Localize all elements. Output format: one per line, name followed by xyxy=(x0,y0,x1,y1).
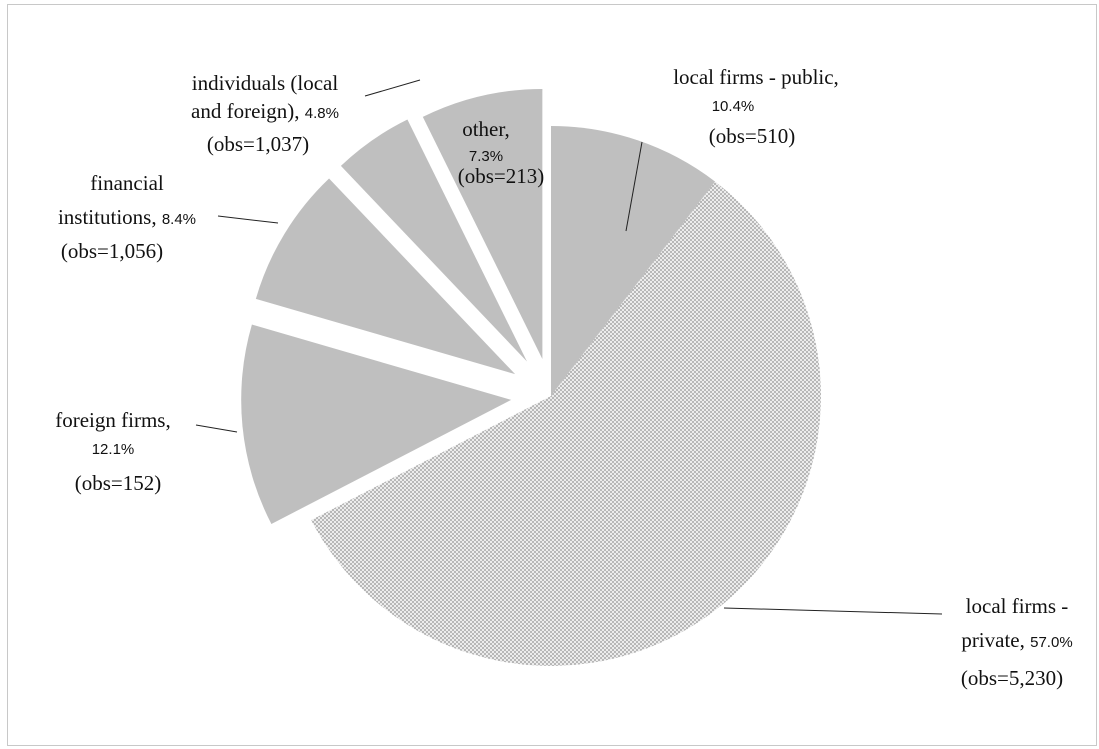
slice-label-line-4: local firms - xyxy=(966,594,1069,618)
slice-label-segment-16-1: other, xyxy=(462,117,510,141)
slice-label-line-12: (obs=1,056) xyxy=(61,239,163,263)
slice-label-line-17: 7.3% xyxy=(469,148,503,165)
slice-label-segment-7-1: foreign firms, xyxy=(55,408,170,432)
slice-label-segment-18-1: (obs=213) xyxy=(458,164,545,188)
pie-chart: local firms - public, 10.4% (obs=510) local… xyxy=(55,65,1072,690)
slice-label-line-14: and foreign), 4.8% xyxy=(191,99,339,123)
slice-label-segment-17-1: 7.3% xyxy=(469,148,503,165)
slice-label-segment-6-1: (obs=5,230) xyxy=(961,666,1063,690)
slice-label-segment-1-1: local firms - public, xyxy=(673,65,839,89)
slice-label-segment-5-2: 57.0% xyxy=(1030,634,1073,651)
slice-label-line-2: 10.4% xyxy=(712,98,755,115)
slice-label-line-3: (obs=510) xyxy=(709,124,796,148)
slice-label-segment-12-1: (obs=1,056) xyxy=(61,239,163,263)
slice-label-segment-15-1: (obs=1,037) xyxy=(207,132,309,156)
slice-label-line-7: foreign firms, xyxy=(55,408,170,432)
slice-label-segment-3-1: (obs=510) xyxy=(709,124,796,148)
chart-frame: local firms - public, 10.4% (obs=510) local… xyxy=(7,4,1097,746)
pie-slice-foreign-firms xyxy=(241,324,512,524)
slice-label-line-13: individuals (local xyxy=(192,71,339,95)
slice-label-line-5: private, 57.0% xyxy=(961,628,1072,652)
slice-label-segment-4-1: local firms - xyxy=(966,594,1069,618)
leader-line-2 xyxy=(723,607,943,615)
slice-label-segment-14-2: 4.8% xyxy=(305,105,339,122)
slice-label-line-15: (obs=1,037) xyxy=(207,132,309,156)
pie-slice-individuals-local-and-foreign xyxy=(340,119,527,362)
pie-slice-local-firms-private xyxy=(311,181,821,666)
slice-label-line-10: financial xyxy=(90,171,164,195)
pie-slice-other xyxy=(422,88,543,359)
pie-slice-financial-institutions xyxy=(255,178,516,375)
slice-label-line-1: local firms - public, xyxy=(673,65,839,89)
leader-line-1 xyxy=(625,141,643,232)
slice-label-segment-5-1: private, xyxy=(961,628,1030,652)
slice-label-segment-2-1: 10.4% xyxy=(712,98,755,115)
leader-line-3 xyxy=(195,424,238,433)
slice-label-segment-11-1: institutions, xyxy=(58,205,162,229)
leader-line-5 xyxy=(364,79,421,97)
slice-label-line-8: 12.1% xyxy=(92,441,135,458)
slice-label-line-18: (obs=213) xyxy=(458,164,545,188)
slice-label-segment-8-1: 12.1% xyxy=(92,441,135,458)
pie-slice-local-firms-public xyxy=(551,126,716,396)
slice-label-line-6: (obs=5,230) xyxy=(961,666,1063,690)
slice-label-segment-10-1: financial xyxy=(90,171,164,195)
slice-label-segment-14-1: and foreign), xyxy=(191,99,305,123)
slice-label-segment-13-1: individuals (local xyxy=(192,71,339,95)
slice-label-segment-9-1: (obs=152) xyxy=(75,471,162,495)
slice-label-segment-11-2: 8.4% xyxy=(162,211,196,228)
slice-label-line-16: other, xyxy=(462,117,510,141)
slice-label-line-11: institutions, 8.4% xyxy=(58,205,196,229)
slice-label-line-9: (obs=152) xyxy=(75,471,162,495)
leader-line-4 xyxy=(217,215,279,224)
